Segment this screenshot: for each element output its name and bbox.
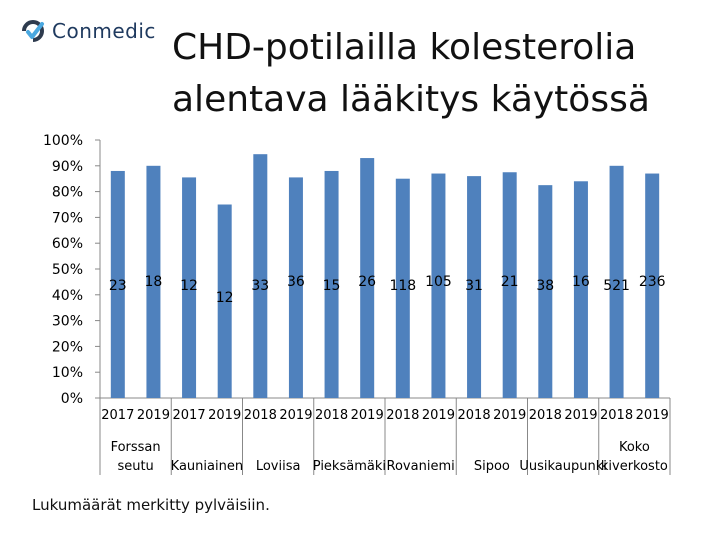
- group-label: kiverkosto: [601, 459, 668, 474]
- bar: [288, 177, 303, 398]
- page-title: CHD-potilailla kolesterolia alentava lää…: [172, 22, 650, 126]
- x-tick-label: 2019: [493, 408, 526, 423]
- group-label: Kauniainen: [171, 459, 243, 474]
- x-tick-label: 2018: [458, 408, 491, 423]
- x-tick-label: 2018: [244, 408, 277, 423]
- data-label: 21: [501, 274, 519, 290]
- data-label: 31: [465, 278, 483, 294]
- data-label: 26: [358, 274, 376, 290]
- y-tick-label: 60%: [52, 236, 83, 252]
- x-tick-label: 2019: [208, 408, 241, 423]
- x-tick-label: 2018: [386, 408, 419, 423]
- y-tick-label: 80%: [52, 185, 83, 201]
- group-label: seutu: [117, 459, 153, 474]
- y-tick-label: 20%: [52, 339, 83, 355]
- x-tick-label: 2018: [529, 408, 562, 423]
- data-label: 118: [389, 278, 416, 294]
- y-tick-label: 70%: [52, 210, 83, 226]
- y-tick-label: 30%: [52, 314, 83, 330]
- y-tick-label: 10%: [52, 365, 83, 381]
- x-tick-label: 2018: [315, 408, 348, 423]
- x-tick-label: 2019: [564, 408, 597, 423]
- x-tick-label: 2019: [279, 408, 312, 423]
- bar: [110, 170, 125, 398]
- data-label: 23: [109, 278, 127, 294]
- bar: [360, 158, 375, 398]
- group-label: Loviisa: [256, 459, 301, 474]
- bar: [573, 181, 588, 398]
- y-tick-label: 90%: [52, 159, 83, 175]
- y-tick-label: 0%: [61, 391, 83, 407]
- data-label: 105: [425, 274, 452, 290]
- data-label: 521: [603, 278, 630, 294]
- y-tick-label: 40%: [52, 288, 83, 304]
- data-label: 16: [572, 274, 590, 290]
- data-label: 236: [639, 274, 666, 290]
- x-tick-label: 2017: [173, 408, 206, 423]
- data-label: 33: [251, 278, 269, 294]
- x-tick-label: 2019: [351, 408, 384, 423]
- title-line-2: alentava lääkitys käytössä: [172, 79, 650, 120]
- bar: [217, 204, 232, 398]
- data-label: 12: [180, 278, 198, 294]
- bar: [645, 173, 660, 398]
- group-label: Koko: [619, 440, 650, 455]
- logo-text: Conmedic: [52, 19, 156, 43]
- y-tick-label: 50%: [52, 262, 83, 278]
- x-tick-label: 2018: [600, 408, 633, 423]
- group-label: Sipoo: [474, 459, 510, 474]
- x-tick-label: 2019: [422, 408, 455, 423]
- y-tick-label: 100%: [43, 133, 83, 149]
- bar: [253, 154, 268, 398]
- bar: [182, 177, 197, 398]
- bar: [146, 165, 161, 398]
- bar: [395, 178, 410, 398]
- x-tick-label: 2017: [101, 408, 134, 423]
- group-label: Forssan: [111, 440, 161, 455]
- data-label: 38: [536, 278, 554, 294]
- x-tick-label: 2019: [137, 408, 170, 423]
- bar: [431, 173, 446, 398]
- group-label: Rovaniemi: [387, 459, 455, 474]
- data-label: 15: [323, 278, 341, 294]
- logo: Conmedic: [20, 18, 156, 44]
- data-label: 12: [216, 290, 234, 306]
- bar: [502, 172, 517, 398]
- title-line-1: CHD-potilailla kolesterolia: [172, 27, 637, 68]
- group-label: Pieksämäki: [313, 459, 386, 474]
- conmedic-logo-icon: [22, 20, 44, 42]
- bar: [538, 185, 553, 398]
- x-tick-label: 2019: [636, 408, 669, 423]
- group-label: Uusikaupunki: [519, 459, 607, 474]
- footnote: Lukumäärät merkitty pylväisiin.: [32, 496, 270, 514]
- bar: [609, 165, 624, 398]
- bar: [467, 176, 482, 398]
- bar: [324, 170, 339, 398]
- data-label: 36: [287, 274, 305, 290]
- data-label: 18: [145, 274, 163, 290]
